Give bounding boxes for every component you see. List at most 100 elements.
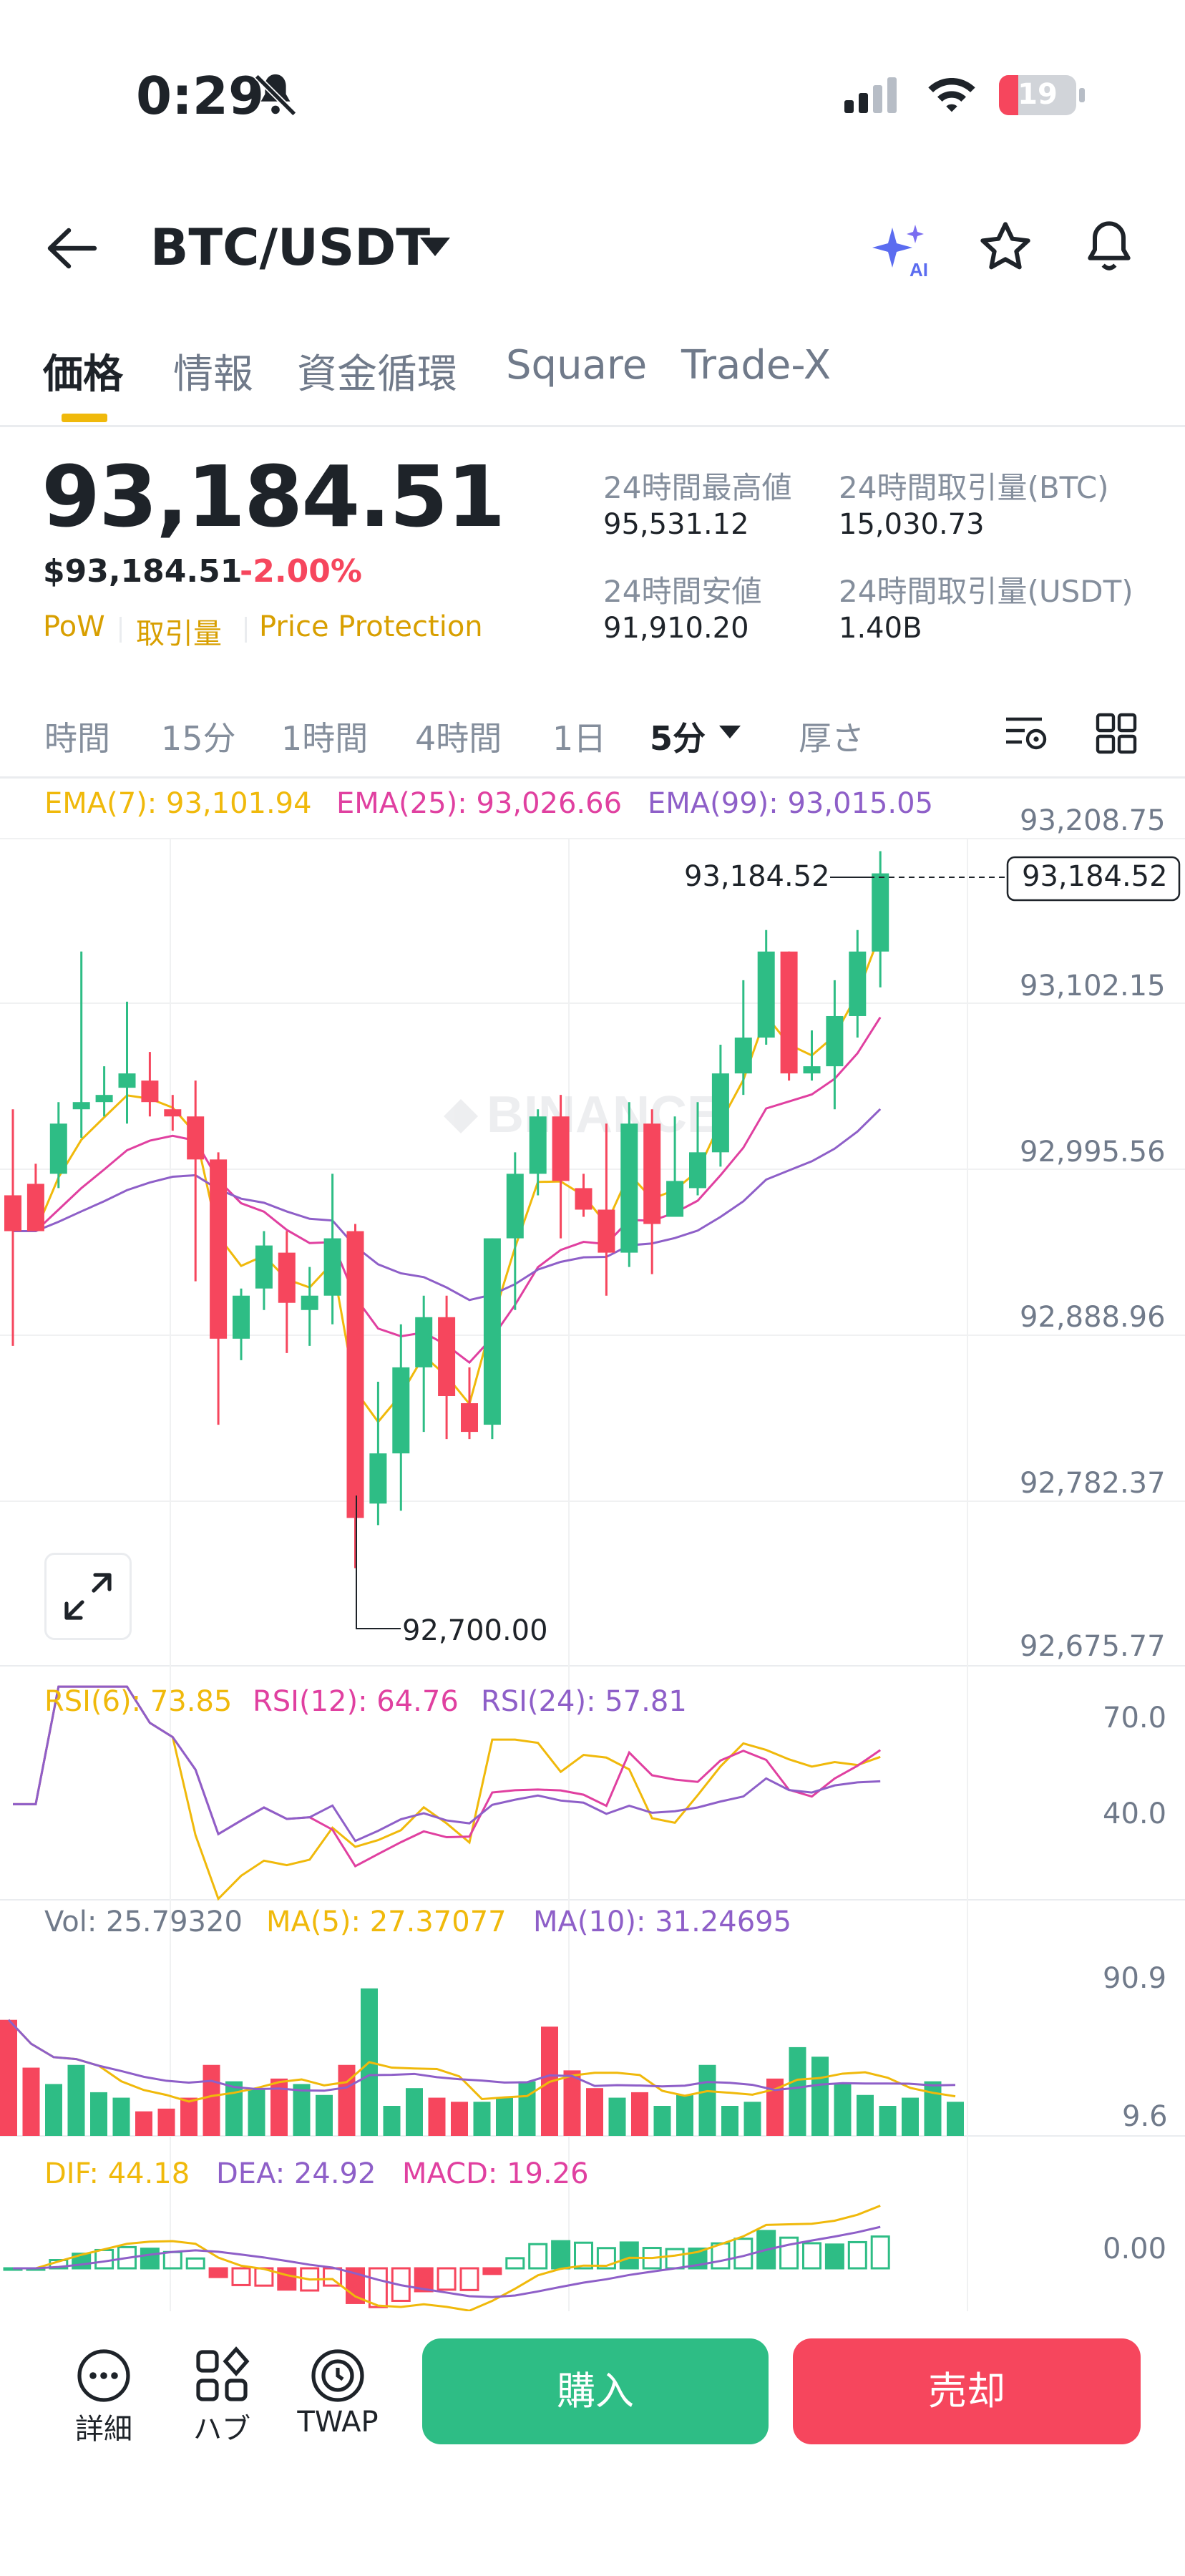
candle (233, 1295, 250, 1339)
tab-info[interactable]: 情報 (173, 351, 253, 398)
ai-sparkle-icon[interactable]: AI (869, 222, 934, 282)
candle (598, 1209, 615, 1253)
volume-bar (811, 2057, 829, 2136)
macd-bar (756, 2230, 776, 2270)
stat-vol-btc-value: 15,030.73 (839, 508, 985, 541)
volume-bar (698, 2064, 716, 2136)
volume-bar (225, 2081, 243, 2136)
tag-price-protection[interactable]: Price Protection (259, 610, 483, 643)
back-button[interactable] (43, 223, 100, 276)
sell-button[interactable]: 売却 (793, 2338, 1141, 2444)
candle (255, 1245, 273, 1289)
tf-5m[interactable]: 5分 (650, 719, 706, 758)
tag-volume[interactable]: 取引量 (136, 618, 222, 650)
binance-watermark: BINANCE (444, 1086, 721, 1143)
hub-button[interactable] (190, 2343, 254, 2408)
rsi24-legend: RSI(24): 57.81 (481, 1685, 687, 1718)
macd-bar (140, 2248, 160, 2270)
chevron-down-icon[interactable] (718, 724, 742, 743)
indicator-settings-icon[interactable] (1002, 712, 1049, 758)
volume-bar (248, 2088, 265, 2136)
macd-bar (528, 2243, 548, 2270)
low-marker-label: 92,700.00 (402, 1614, 548, 1647)
details-label: 詳細 (75, 2413, 132, 2446)
candle (323, 1238, 341, 1296)
macd-bar (779, 2236, 799, 2270)
macd-bar (619, 2241, 639, 2270)
candlestick-chart[interactable]: BINANCE (0, 780, 1185, 2311)
tf-4h[interactable]: 4時間 (415, 719, 502, 758)
dif-line (13, 2205, 881, 2311)
volume-bar (563, 2070, 581, 2136)
candle (26, 1184, 44, 1231)
wifi-icon (923, 70, 980, 117)
volume-bar (293, 2084, 311, 2136)
macd-bar (574, 2241, 593, 2270)
signal-icon (844, 77, 902, 116)
tf-1d[interactable]: 1日 (552, 719, 607, 758)
ema99-legend: EMA(99): 93,015.05 (648, 787, 934, 820)
tab-fund-flow[interactable]: 資金循環 (297, 351, 457, 398)
y-tick: 93,208.75 (1020, 804, 1166, 837)
volume-bar (608, 2097, 626, 2136)
buy-button[interactable]: 購入 (422, 2338, 769, 2444)
tag-pow[interactable]: PoW (43, 610, 105, 643)
candle (803, 1066, 821, 1074)
ema7-legend: EMA(7): 93,101.94 (44, 787, 312, 820)
favorite-star-icon[interactable] (977, 218, 1034, 278)
divider (0, 776, 1185, 779)
volume-ma-line-0 (7, 2019, 956, 2103)
volume-bar (383, 2106, 401, 2136)
volume-bar (135, 2111, 152, 2136)
tab-trade-x[interactable]: Trade-X (681, 342, 832, 389)
volume-bar (67, 2064, 85, 2136)
active-tab-indicator (62, 414, 107, 422)
tf-time[interactable]: 時間 (44, 719, 110, 758)
macd-bar (368, 2267, 388, 2308)
twap-button[interactable] (306, 2343, 370, 2408)
pair-title[interactable]: BTC/USDT (150, 218, 431, 277)
volume-bar (45, 2084, 62, 2136)
stat-vol-usdt-value: 1.40B (839, 612, 922, 645)
candle (4, 1195, 21, 1231)
candle (301, 1295, 318, 1310)
tf-15m[interactable]: 15分 (161, 719, 236, 758)
candle (666, 1181, 684, 1217)
volume-bar (406, 2088, 423, 2136)
rsi-tick: 40.0 (1103, 1797, 1167, 1830)
hub-label: ハブ (193, 2413, 250, 2446)
bell-icon[interactable] (1081, 216, 1138, 279)
macd-bar (824, 2243, 844, 2270)
tab-price[interactable]: 価格 (43, 351, 123, 398)
fullscreen-button[interactable] (44, 1553, 132, 1640)
chevron-down-icon[interactable] (419, 236, 452, 260)
rsi12-legend: RSI(12): 64.76 (253, 1685, 459, 1718)
macd-bar (802, 2242, 821, 2270)
current-price-box (1006, 856, 1181, 902)
more-icon (77, 2349, 130, 2402)
volume-bar (112, 2097, 130, 2136)
candle (415, 1317, 433, 1367)
tf-1h[interactable]: 1時間 (281, 719, 369, 758)
volume-bar (789, 2046, 806, 2136)
y-tick: 92,675.77 (1020, 1630, 1166, 1663)
candle (689, 1152, 706, 1189)
tf-depth[interactable]: 厚さ (799, 719, 864, 758)
volume-bar (473, 2102, 491, 2136)
stat-vol-btc-label: 24時間取引量(BTC) (839, 470, 1109, 505)
y-tick: 92,995.56 (1020, 1136, 1166, 1169)
y-tick: 93,102.15 (1020, 970, 1166, 1002)
svg-text:BINANCE: BINANCE (487, 1086, 721, 1143)
tab-square[interactable]: Square (506, 342, 648, 389)
macd-bar (162, 2250, 182, 2270)
details-button[interactable] (72, 2343, 136, 2408)
candle (506, 1174, 524, 1239)
candle (164, 1109, 182, 1117)
volume-bar (743, 2102, 761, 2136)
macd-bar (437, 2267, 457, 2291)
macd-bar (277, 2267, 297, 2291)
macd-bar (208, 2267, 228, 2278)
dea-line (13, 2225, 881, 2298)
candle (49, 1123, 67, 1174)
layout-grid-icon[interactable] (1095, 712, 1138, 758)
